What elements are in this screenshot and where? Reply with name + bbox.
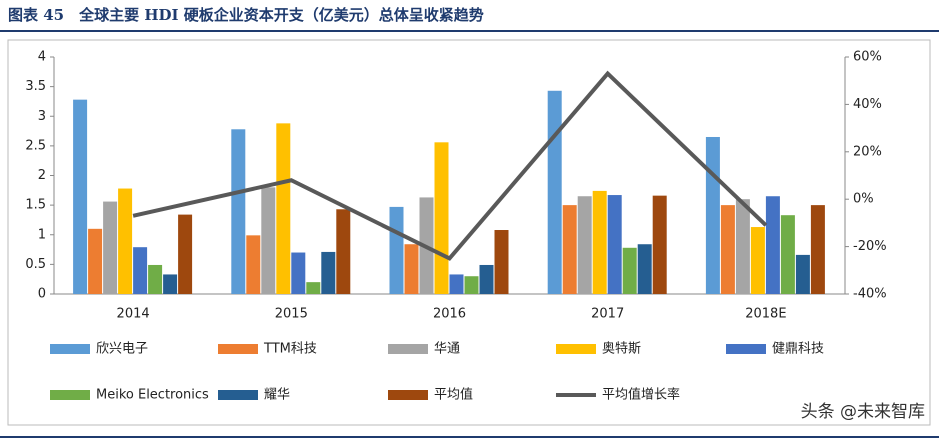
y2-tick-label: 40% — [853, 97, 882, 112]
legend-swatch — [218, 390, 258, 400]
legend-swatch — [218, 344, 258, 354]
bar — [246, 235, 261, 294]
y-tick-label: 0.5 — [25, 257, 46, 272]
legend-swatch — [50, 344, 90, 354]
x-tick-label: 2014 — [117, 307, 150, 322]
bar — [389, 206, 404, 294]
bar — [306, 282, 321, 294]
bar — [178, 214, 193, 294]
y-tick-label: 2 — [38, 168, 46, 183]
legend-label: 欣兴电子 — [96, 342, 148, 357]
legend-swatch — [50, 390, 90, 400]
bar — [404, 244, 419, 294]
bar — [276, 123, 291, 294]
watermark: 头条 @未来智库 — [801, 402, 925, 422]
line-series — [132, 70, 768, 261]
y2-tick-label: -20% — [853, 239, 887, 254]
bar — [449, 274, 464, 294]
legend-swatch — [388, 390, 428, 400]
bar — [118, 188, 133, 294]
y2-tick-label: -40% — [853, 287, 887, 302]
chart-title: 图表 45 全球主要 HDI 硬板企业资本开支（亿美元）总体呈收紧趋势 — [8, 6, 484, 24]
x-tick-label: 2018E — [745, 307, 786, 322]
bar — [810, 205, 825, 294]
bar — [577, 196, 592, 294]
bar — [73, 99, 88, 294]
chart-frame — [7, 39, 931, 426]
bar — [321, 251, 336, 294]
bar — [622, 247, 637, 294]
legend-label: 奥特斯 — [602, 342, 641, 357]
legend-label: 平均值增长率 — [602, 387, 680, 403]
y2-tick-label: 20% — [853, 144, 882, 159]
bar — [562, 205, 577, 294]
y-tick-label: 2.5 — [25, 138, 46, 153]
y-tick-label: 0 — [38, 287, 46, 302]
bar — [652, 195, 667, 294]
y-tick-label: 3.5 — [25, 79, 46, 94]
bar — [735, 199, 750, 294]
bar — [231, 129, 246, 294]
legend-label: TTM科技 — [263, 342, 317, 357]
bar — [720, 205, 735, 294]
bar — [765, 196, 780, 294]
legend-label: 健鼎科技 — [772, 342, 824, 357]
bar — [434, 142, 449, 294]
y-tick-label: 3 — [38, 109, 46, 124]
bar — [607, 195, 622, 294]
bar — [148, 264, 163, 294]
legend-swatch — [726, 344, 766, 354]
x-tick-label: 2015 — [275, 307, 308, 322]
x-tick-label: 2016 — [433, 307, 466, 322]
legend-label: Meiko Electronics — [96, 388, 209, 403]
bar — [479, 264, 494, 294]
bar — [780, 215, 795, 294]
bar — [133, 247, 148, 294]
bar — [705, 136, 720, 294]
bar — [291, 252, 306, 294]
bar — [494, 230, 509, 294]
y-tick-label: 4 — [38, 50, 46, 65]
bar — [103, 201, 118, 294]
y-tick-label: 1 — [38, 227, 46, 242]
bar — [547, 90, 562, 295]
bar — [163, 274, 178, 294]
y2-tick-label: 0% — [853, 192, 874, 207]
y2-tick-label: 60% — [853, 50, 882, 65]
bar — [592, 190, 607, 294]
bar — [88, 228, 103, 294]
bar — [261, 187, 276, 294]
legend-label: 平均值 — [434, 387, 473, 403]
bar — [750, 227, 765, 294]
legend-label: 华通 — [434, 342, 460, 357]
bar — [637, 244, 652, 294]
y-tick-label: 1.5 — [25, 198, 46, 213]
x-tick-label: 2017 — [591, 307, 624, 322]
legend-label: 耀华 — [264, 388, 290, 403]
legend-swatch — [388, 344, 428, 354]
legend-swatch — [556, 344, 596, 354]
bar — [464, 276, 479, 294]
bar — [336, 209, 351, 294]
bar — [795, 254, 810, 294]
